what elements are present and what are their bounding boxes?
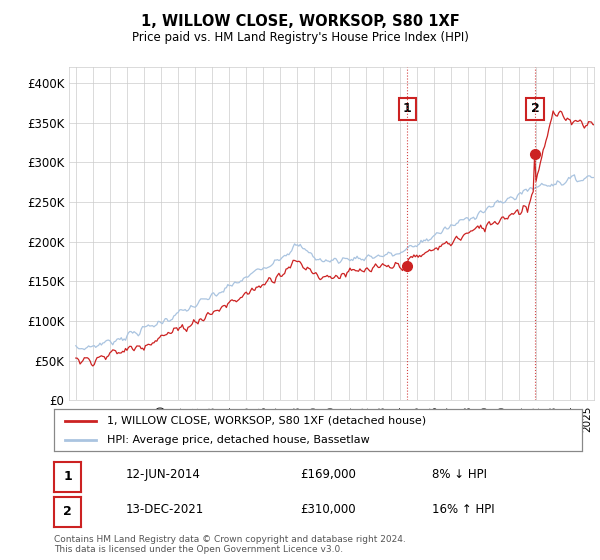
Text: 1: 1 bbox=[63, 470, 72, 483]
Text: Contains HM Land Registry data © Crown copyright and database right 2024.
This d: Contains HM Land Registry data © Crown c… bbox=[54, 535, 406, 554]
Text: 16% ↑ HPI: 16% ↑ HPI bbox=[432, 503, 494, 516]
Text: 2: 2 bbox=[531, 102, 539, 115]
Text: 12-JUN-2014: 12-JUN-2014 bbox=[126, 468, 201, 480]
Text: 1, WILLOW CLOSE, WORKSOP, S80 1XF (detached house): 1, WILLOW CLOSE, WORKSOP, S80 1XF (detac… bbox=[107, 416, 426, 426]
Text: Price paid vs. HM Land Registry's House Price Index (HPI): Price paid vs. HM Land Registry's House … bbox=[131, 31, 469, 44]
Text: £169,000: £169,000 bbox=[300, 468, 356, 480]
Text: 2: 2 bbox=[63, 506, 72, 519]
Text: 8% ↓ HPI: 8% ↓ HPI bbox=[432, 468, 487, 480]
Text: £310,000: £310,000 bbox=[300, 503, 356, 516]
Text: 1, WILLOW CLOSE, WORKSOP, S80 1XF: 1, WILLOW CLOSE, WORKSOP, S80 1XF bbox=[140, 14, 460, 29]
Text: 1: 1 bbox=[403, 102, 412, 115]
Text: 13-DEC-2021: 13-DEC-2021 bbox=[126, 503, 204, 516]
Text: HPI: Average price, detached house, Bassetlaw: HPI: Average price, detached house, Bass… bbox=[107, 435, 370, 445]
